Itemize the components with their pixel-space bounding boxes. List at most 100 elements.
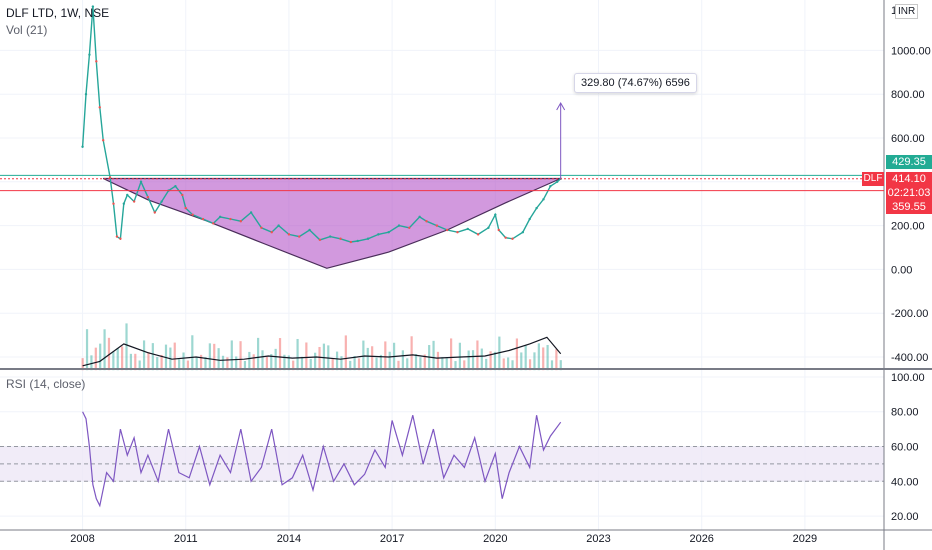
measure-arrow-head — [556, 101, 566, 111]
volume-bar — [454, 361, 457, 371]
volume-bar — [335, 351, 339, 371]
price-point — [318, 238, 322, 242]
price-point — [497, 228, 500, 232]
volume-bar — [318, 346, 321, 371]
price-point — [201, 217, 205, 221]
volume-bar — [221, 355, 225, 371]
volume-bar — [208, 343, 211, 371]
volume-bar — [322, 343, 326, 371]
volume-bar — [199, 354, 203, 371]
volume-bar — [419, 357, 422, 371]
volume-bar — [467, 350, 470, 371]
rsi-tick-label: 60.00 — [891, 442, 919, 454]
volume-bar — [357, 358, 361, 371]
price-point — [270, 230, 273, 234]
price-point — [397, 224, 401, 227]
price-point — [435, 224, 439, 227]
x-tick-label: 2023 — [586, 533, 610, 545]
x-tick-label: 2029 — [793, 533, 817, 545]
price-point — [174, 184, 177, 188]
price-point — [132, 200, 136, 203]
price-point — [494, 213, 497, 216]
x-tick-label: 2011 — [174, 533, 198, 545]
volume-bar — [555, 349, 558, 371]
volume-bar — [90, 355, 93, 371]
volume-indicator-label[interactable]: Vol (21) — [6, 23, 48, 37]
volume-bar — [441, 357, 444, 371]
volume-bar — [296, 338, 299, 371]
bar-countdown-tag: 02:21:03 — [886, 186, 932, 200]
volume-bar — [432, 340, 435, 371]
price-point — [504, 236, 507, 239]
volume-bar — [331, 358, 334, 371]
price-point — [88, 53, 91, 56]
volume-bar — [520, 352, 523, 371]
volume-bar — [195, 356, 198, 371]
volume-bar — [178, 359, 181, 371]
volume-bar — [261, 350, 264, 371]
price-point — [287, 233, 291, 236]
volume-bar — [546, 344, 549, 371]
price-point — [218, 215, 222, 219]
price-point — [112, 202, 115, 205]
price-series — [81, 5, 562, 244]
volume-bar — [243, 360, 247, 371]
price-point — [139, 180, 143, 184]
price-point — [511, 237, 514, 240]
price-point — [212, 222, 215, 225]
volume-bar — [112, 351, 115, 371]
price-point — [521, 230, 525, 234]
volume-bar — [186, 360, 190, 371]
volume-bar — [125, 323, 128, 371]
volume-bar — [401, 350, 404, 371]
volume-bar — [151, 343, 154, 371]
rsi-indicator-label[interactable]: RSI (14, close) — [6, 377, 86, 391]
x-tick-label: 2008 — [70, 533, 94, 545]
volume-bar — [375, 357, 378, 371]
volume-bar — [489, 351, 492, 371]
volume-bar — [366, 347, 369, 371]
volume-bar — [252, 354, 255, 371]
volume-bar — [213, 343, 216, 371]
last-price-tag: 414.10 — [886, 172, 932, 186]
volume-bar — [493, 351, 497, 371]
price-point — [191, 213, 194, 216]
price-point — [249, 211, 253, 214]
price-tick-label: -400.00 — [891, 352, 928, 364]
volume-bar — [173, 342, 176, 371]
volume-bar — [362, 340, 365, 371]
volume-bar — [292, 360, 295, 371]
currency-button[interactable]: INR — [895, 4, 919, 19]
volume-bar — [542, 347, 545, 371]
volume-bar — [138, 360, 141, 371]
price-tick-label: 1000.00 — [891, 45, 931, 57]
volume-bar — [397, 360, 400, 371]
volume-bar — [414, 354, 418, 371]
volume-bar — [507, 357, 510, 371]
price-point — [108, 176, 112, 179]
price-point — [445, 228, 449, 232]
volume-bar — [134, 353, 137, 371]
volume-bar — [182, 352, 185, 371]
symbol-title[interactable]: DLF LTD, 1W, NSE — [6, 6, 110, 20]
volume-ma-line — [82, 336, 562, 367]
volume-bar — [85, 329, 89, 371]
price-point — [298, 235, 301, 238]
volume-bar — [142, 340, 146, 371]
measure-label[interactable]: 329.80 (74.67%) 6596 — [574, 73, 697, 93]
volume-bar — [502, 358, 505, 371]
volume-bar — [121, 346, 124, 371]
volume-bar — [349, 360, 352, 371]
price-point — [535, 206, 538, 210]
price-point — [339, 237, 342, 240]
volume-bar — [287, 355, 290, 371]
rsi-tick-label: 40.00 — [891, 476, 919, 488]
volume-bar — [515, 338, 519, 371]
volume-bar — [94, 347, 97, 371]
volume-bar — [471, 350, 475, 371]
price-point — [556, 180, 559, 184]
volume-bar — [344, 335, 347, 371]
volume-bar — [147, 351, 150, 371]
price-point — [329, 235, 332, 238]
